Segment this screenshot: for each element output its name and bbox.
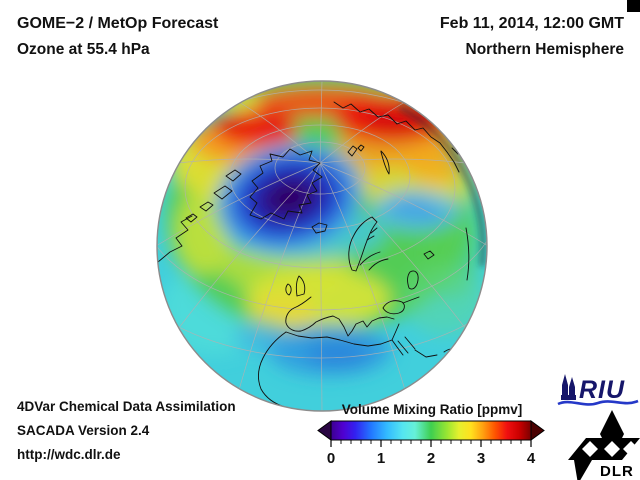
globe-limb: [156, 80, 488, 412]
header-right: Feb 11, 2014, 12:00 GMT Northern Hemisph…: [440, 11, 624, 63]
hemisphere-label: Northern Hemisphere: [465, 41, 624, 58]
dlr-emblem-icon: [568, 410, 640, 480]
colorbar-gradient: [330, 420, 532, 441]
colorbar: 0 1 2 3 4: [317, 420, 545, 467]
datetime-label: Feb 11, 2014, 12:00 GMT: [439, 15, 624, 32]
url-label: http://wdc.dlr.de: [17, 447, 121, 462]
ozone-field: [157, 81, 487, 411]
colorbar-over-arrow: [530, 420, 545, 441]
polar-vortex-low: [215, 142, 363, 254]
corner-mark: [627, 0, 640, 12]
graticule: [157, 81, 487, 411]
tick-label-0: 0: [327, 450, 335, 467]
tick-label-1: 1: [377, 450, 385, 467]
tick-label-4: 4: [527, 450, 536, 467]
header-left: GOME−2 / MetOp Forecast Ozone at 55.4 hP…: [17, 11, 218, 63]
instrument-title: GOME−2 / MetOp Forecast: [17, 15, 219, 32]
assimilation-label: 4DVar Chemical Data Assimilation: [17, 399, 236, 414]
colorbar-ticks: [330, 440, 532, 447]
colorbar-under-arrow: [317, 420, 332, 441]
version-label: SACADA Version 2.4: [17, 423, 150, 438]
tick-label-2: 2: [427, 450, 435, 467]
colorbar-title: Volume Mixing Ratio [ppmv]: [341, 402, 523, 417]
riu-wave-icon: [557, 399, 639, 406]
dlr-logo-text: DLR: [600, 463, 634, 480]
dlr-logo: DLR: [568, 410, 640, 480]
riu-logo-text: RIU: [579, 376, 625, 404]
footer-credits: 4DVar Chemical Data Assimilation SACADA …: [17, 395, 236, 467]
coastlines: [157, 101, 470, 411]
tick-label-3: 3: [477, 450, 485, 467]
riu-logo: RIU: [557, 374, 639, 406]
level-subtitle: Ozone at 55.4 hPa: [17, 41, 150, 58]
cathedral-icon: [561, 374, 576, 400]
